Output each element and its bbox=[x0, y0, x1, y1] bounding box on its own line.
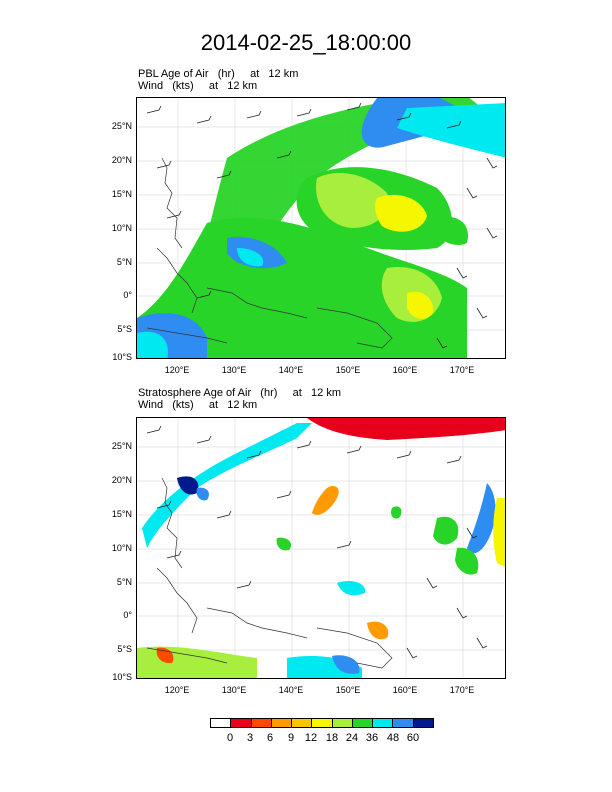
colorbar-swatch bbox=[271, 719, 293, 727]
lon-tick: 140°E bbox=[278, 685, 304, 695]
colorbar-label: 48 bbox=[386, 732, 400, 744]
lon-tick: 120°E bbox=[164, 685, 190, 695]
colorbar bbox=[210, 718, 434, 728]
lat-tick: 10°S bbox=[112, 352, 132, 362]
map-panel-pbl bbox=[136, 97, 506, 359]
lat-tick: 10°N bbox=[111, 223, 132, 233]
colorbar-label: 18 bbox=[325, 732, 339, 744]
pbl-age-field bbox=[137, 98, 505, 358]
panel-2-caption-line2: Wind (kts) at 12 km bbox=[138, 399, 258, 411]
lon-tick: 160°E bbox=[392, 365, 418, 375]
gridlines bbox=[137, 418, 505, 678]
colorbar-swatch bbox=[373, 719, 394, 727]
lat-tick: 5°S bbox=[117, 644, 132, 654]
main-title: 2014-02-25_18:00:00 bbox=[200, 30, 412, 55]
stratosphere-age-field bbox=[137, 418, 505, 678]
lat-tick: 20°N bbox=[111, 155, 132, 165]
lat-tick: 0° bbox=[123, 290, 132, 300]
colorbar-label: 36 bbox=[365, 732, 379, 744]
colorbar-label: 24 bbox=[345, 732, 359, 744]
map-strat-svg bbox=[137, 418, 505, 678]
colorbar-swatch bbox=[352, 719, 374, 727]
colorbar-label: 12 bbox=[304, 732, 318, 744]
colorbar-swatch bbox=[251, 719, 272, 727]
colorbar-swatch bbox=[332, 719, 353, 727]
panel-1-caption-line2: Wind (kts) at 12 km bbox=[138, 80, 258, 92]
colorbar-label: 6 bbox=[266, 732, 274, 744]
map-panel-stratosphere bbox=[136, 417, 506, 679]
colorbar-swatch bbox=[231, 719, 252, 727]
panel-1-caption-line1: PBL Age of Air (hr) at 12 km bbox=[138, 68, 299, 80]
lat-tick: 15°N bbox=[111, 189, 132, 199]
colorbar-swatch bbox=[312, 719, 333, 727]
lon-tick: 150°E bbox=[335, 685, 361, 695]
lon-tick: 130°E bbox=[221, 685, 247, 695]
lat-tick: 15°N bbox=[111, 509, 132, 519]
lat-tick: 5°N bbox=[116, 577, 132, 587]
lat-tick: 5°N bbox=[116, 257, 132, 267]
wind-barbs bbox=[146, 425, 488, 659]
lat-tick: 0° bbox=[123, 610, 132, 620]
coastlines bbox=[146, 157, 393, 349]
lon-tick: 150°E bbox=[335, 365, 361, 375]
lat-tick: 25°N bbox=[111, 121, 132, 131]
colorbar-label: 9 bbox=[287, 732, 295, 744]
lat-tick: 20°N bbox=[111, 475, 132, 485]
lat-tick: 25°N bbox=[111, 441, 132, 451]
lat-tick: 10°N bbox=[111, 543, 132, 553]
colorbar-swatch bbox=[292, 719, 313, 727]
lon-tick: 170°E bbox=[449, 365, 475, 375]
panel-2-caption-line1: Stratosphere Age of Air (hr) at 12 km bbox=[138, 387, 341, 399]
lon-tick: 130°E bbox=[221, 365, 247, 375]
wind-barbs bbox=[146, 102, 498, 349]
lon-tick: 120°E bbox=[164, 365, 190, 375]
colorbar-label: 60 bbox=[406, 732, 420, 744]
colorbar-swatch bbox=[413, 719, 433, 727]
lon-tick: 140°E bbox=[278, 365, 304, 375]
colorbar-label: 0 bbox=[226, 732, 234, 744]
lat-tick: 10°S bbox=[112, 672, 132, 682]
lat-tick: 5°S bbox=[117, 324, 132, 334]
colorbar-swatch bbox=[393, 719, 414, 727]
lon-tick: 170°E bbox=[449, 685, 475, 695]
lon-tick: 160°E bbox=[392, 685, 418, 695]
colorbar-label: 3 bbox=[246, 732, 254, 744]
colorbar-swatch bbox=[211, 719, 232, 727]
coastlines bbox=[146, 477, 393, 669]
map-pbl-svg bbox=[137, 98, 505, 358]
